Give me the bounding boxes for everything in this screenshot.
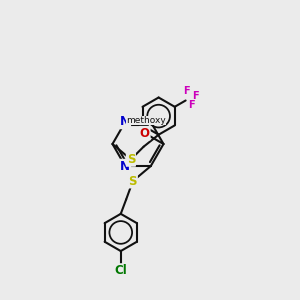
Text: F: F (183, 86, 190, 96)
Text: S: S (127, 153, 135, 166)
Text: F: F (188, 100, 194, 110)
Text: O: O (140, 127, 150, 140)
Text: F: F (192, 91, 199, 101)
Text: N: N (120, 160, 130, 172)
Text: S: S (129, 175, 137, 188)
Text: methoxy: methoxy (126, 116, 166, 125)
Text: Cl: Cl (114, 264, 127, 277)
Text: N: N (120, 116, 130, 128)
